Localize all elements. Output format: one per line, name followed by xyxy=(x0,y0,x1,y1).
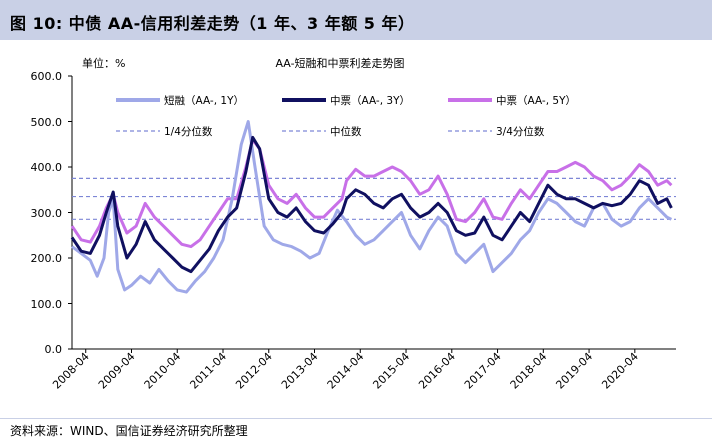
series-line-s5y xyxy=(70,138,673,249)
y-tick-label: 200.0 xyxy=(31,252,63,265)
x-tick-label: 2009-04 xyxy=(96,350,138,392)
chart-title: AA-短融和中票利差走势图 xyxy=(275,56,404,70)
legend-label-q1: 1/4分位数 xyxy=(164,125,213,138)
x-tick-label: 2019-04 xyxy=(553,350,595,392)
x-tick-label: 2013-04 xyxy=(279,350,321,392)
x-tick-label: 2015-04 xyxy=(370,350,412,392)
series-lines xyxy=(70,120,673,294)
legend-label-3y: 中票（AA-, 3Y） xyxy=(330,94,410,107)
y-tick-label: 600.0 xyxy=(31,70,63,83)
source-note: 资料来源：WIND、国信证券经济研究所整理 xyxy=(10,424,248,438)
x-tick-label: 2014-04 xyxy=(325,350,367,392)
x-tick-label: 2017-04 xyxy=(462,350,504,392)
legend-label-5y: 中票（AA-, 5Y） xyxy=(496,94,576,107)
x-tick-label: 2011-04 xyxy=(187,350,229,392)
y-tick-label: 300.0 xyxy=(31,207,63,220)
y-tick-label: 400.0 xyxy=(31,161,63,174)
y-tick-label: 500.0 xyxy=(31,116,63,129)
series-line-s1y xyxy=(71,120,673,294)
legend-label-1y: 短融（AA-, 1Y） xyxy=(164,94,244,107)
series-line-s3y xyxy=(70,135,673,274)
y-tick-label: 100.0 xyxy=(31,298,63,311)
legend: 短融（AA-, 1Y） 中票（AA-, 3Y） 中票（AA-, 5Y） 1/4分… xyxy=(116,94,576,138)
x-tick-label: 2012-04 xyxy=(233,350,275,392)
x-tick-label: 2020-04 xyxy=(599,350,641,392)
source-divider xyxy=(0,418,712,419)
x-tick-label: 2018-04 xyxy=(508,350,550,392)
x-tick-labels: 2008-04 2009-04 2010-04 2011-04 2012-04 2013-… xyxy=(50,349,641,392)
unit-label: 单位：% xyxy=(82,56,125,70)
figure-title-bar: 图 10: 中债 AA-信用利差走势（1 年、3 年额 5 年） xyxy=(0,0,712,40)
legend-label-median: 中位数 xyxy=(330,125,362,138)
legend-label-q3: 3/4分位数 xyxy=(496,125,545,138)
chart: 单位：% AA-短融和中票利差走势图 0.0 100.0 200.0 300.0… xyxy=(31,56,676,392)
x-tick-label: 2008-04 xyxy=(50,350,92,392)
reference-lines xyxy=(72,177,676,220)
y-axis: 0.0 100.0 200.0 300.0 400.0 500.0 600.0 xyxy=(31,70,73,356)
x-tick-label: 2010-04 xyxy=(142,350,184,392)
x-tick-label: 2016-04 xyxy=(416,350,458,392)
figure-title: 图 10: 中债 AA-信用利差走势（1 年、3 年额 5 年） xyxy=(10,14,415,33)
y-tick-label: 0.0 xyxy=(45,343,63,356)
